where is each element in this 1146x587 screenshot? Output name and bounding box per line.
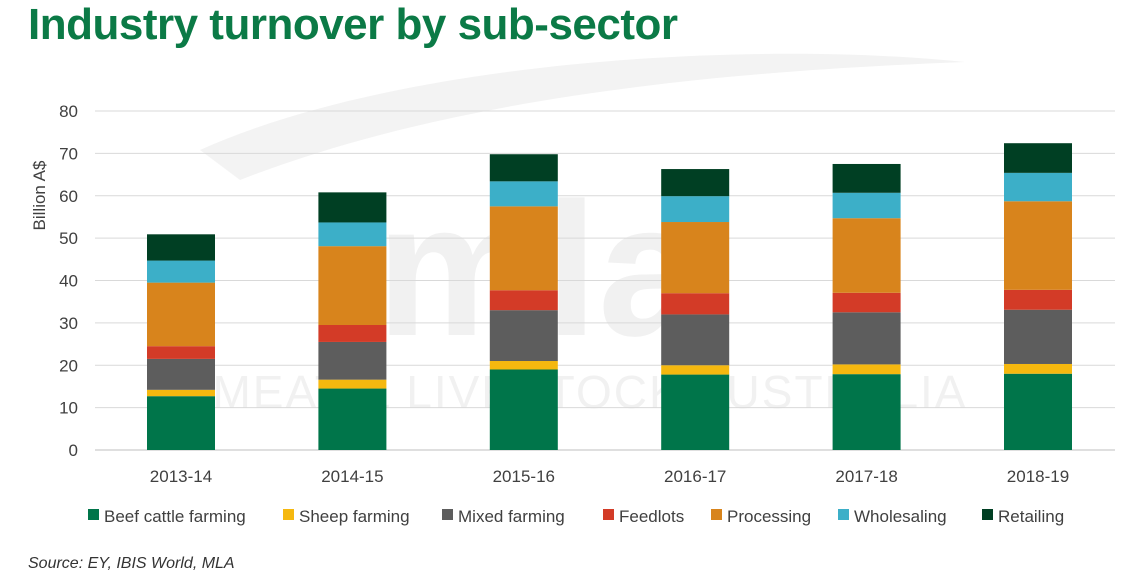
legend-swatch bbox=[603, 509, 614, 520]
bar-segment bbox=[318, 192, 387, 223]
bar-segment bbox=[661, 196, 730, 223]
bar-segment bbox=[147, 282, 215, 347]
bar-segment bbox=[832, 163, 901, 193]
bar-segment bbox=[832, 312, 901, 365]
x-tick-label: 2016-17 bbox=[664, 467, 726, 486]
bar-segment bbox=[318, 379, 387, 389]
bar-segment bbox=[489, 310, 558, 362]
x-tick-label: 2014-15 bbox=[321, 467, 383, 486]
bar-segment bbox=[1004, 289, 1072, 310]
legend-swatch bbox=[982, 509, 993, 520]
x-tick-label: 2015-16 bbox=[493, 467, 555, 486]
bar-segment bbox=[1004, 363, 1072, 374]
legend-label: Retailing bbox=[998, 507, 1064, 526]
y-tick-label: 60 bbox=[59, 187, 78, 206]
bar-segment bbox=[1004, 172, 1072, 202]
bar-segment bbox=[318, 324, 387, 342]
legend-label: Processing bbox=[727, 507, 811, 526]
bar-segment bbox=[489, 290, 558, 311]
bar-segment bbox=[661, 222, 730, 294]
bar-segment bbox=[489, 154, 558, 182]
source-note: Source: EY, IBIS World, MLA bbox=[28, 555, 235, 572]
bar-segment bbox=[832, 218, 901, 293]
legend-swatch bbox=[442, 509, 453, 520]
bar-segment bbox=[147, 396, 215, 450]
bar-segment bbox=[661, 314, 730, 366]
bar-segment bbox=[318, 388, 387, 450]
bar-segment bbox=[1004, 201, 1072, 290]
legend-label: Sheep farming bbox=[299, 507, 410, 526]
bar-segment bbox=[832, 364, 901, 375]
bar-segment bbox=[489, 181, 558, 207]
legend-swatch bbox=[711, 509, 722, 520]
legend-swatch bbox=[838, 509, 849, 520]
bar-segment bbox=[661, 293, 730, 315]
y-tick-label: 50 bbox=[59, 229, 78, 248]
bar-segment bbox=[1004, 373, 1072, 450]
bar-segment bbox=[318, 341, 387, 380]
legend-label: Mixed farming bbox=[458, 507, 565, 526]
y-tick-label: 0 bbox=[69, 441, 78, 460]
bar-segment bbox=[661, 365, 730, 375]
y-tick-label: 30 bbox=[59, 314, 78, 333]
bar-segment bbox=[147, 358, 215, 390]
bar-segment bbox=[318, 246, 387, 325]
y-axis-label: Billion A$ bbox=[30, 160, 49, 230]
bar-segment bbox=[832, 192, 901, 219]
bar-segment bbox=[147, 260, 215, 283]
bar-segment bbox=[1004, 143, 1072, 173]
bar-segment bbox=[661, 374, 730, 450]
x-tick-label: 2018-19 bbox=[1007, 467, 1069, 486]
bar-segment bbox=[489, 206, 558, 291]
y-tick-label: 20 bbox=[59, 356, 78, 375]
bar-segment bbox=[661, 169, 730, 197]
legend-label: Wholesaling bbox=[854, 507, 947, 526]
legend-swatch bbox=[283, 509, 294, 520]
y-tick-label: 10 bbox=[59, 399, 78, 418]
page-title: Industry turnover by sub-sector bbox=[28, 0, 678, 49]
bar-segment bbox=[832, 292, 901, 313]
bar-segment bbox=[489, 361, 558, 370]
bar-segment bbox=[489, 369, 558, 450]
legend-swatch bbox=[88, 509, 99, 520]
bar-segment bbox=[832, 374, 901, 450]
y-tick-label: 70 bbox=[59, 144, 78, 163]
bar-segment bbox=[318, 222, 387, 247]
bar-segment bbox=[1004, 309, 1072, 364]
legend-label: Beef cattle farming bbox=[104, 507, 246, 526]
y-tick-label: 40 bbox=[59, 272, 78, 291]
bar-segment bbox=[147, 346, 215, 359]
bar-segment bbox=[147, 389, 215, 397]
legend-label: Feedlots bbox=[619, 507, 684, 526]
y-tick-label: 80 bbox=[59, 102, 78, 121]
x-tick-label: 2013-14 bbox=[150, 467, 212, 486]
x-tick-label: 2017-18 bbox=[835, 467, 897, 486]
bar-segment bbox=[147, 234, 215, 261]
